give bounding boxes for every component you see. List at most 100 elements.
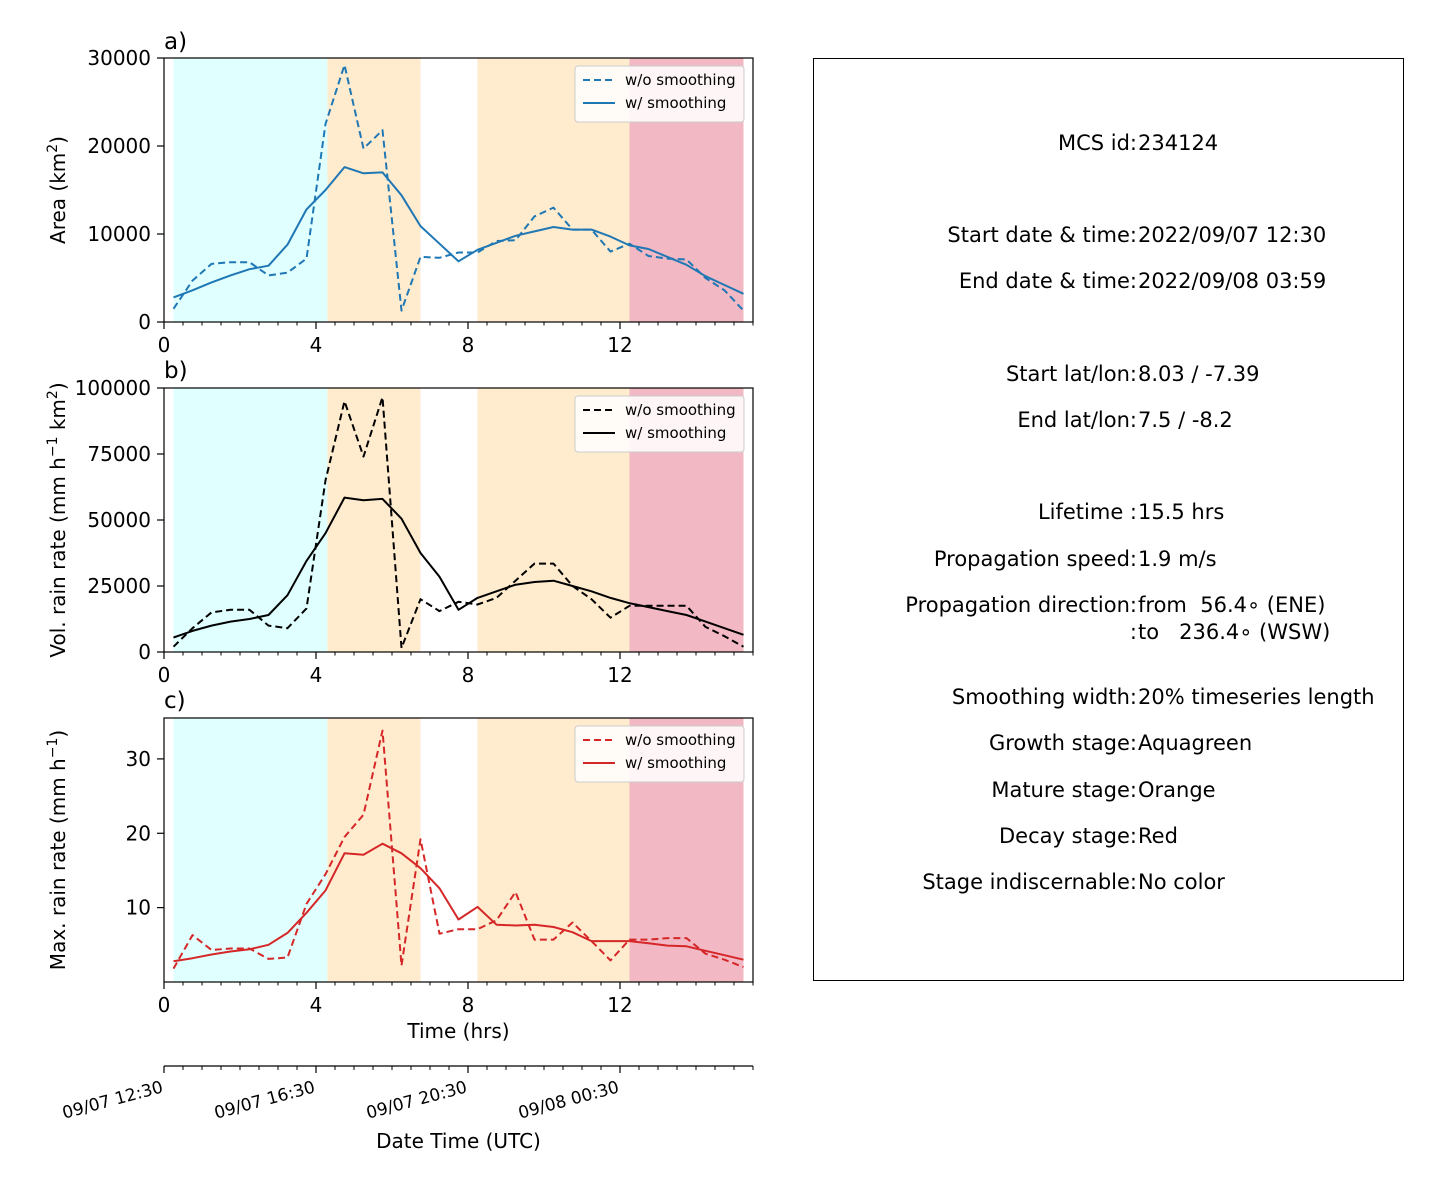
y-tick-label: 10000 (87, 222, 151, 246)
decay-stage-key: Decay stage: (999, 824, 1137, 848)
end-latlon-value: 7.5 / -8.2 (1138, 408, 1233, 432)
stage-band-growth (173, 388, 328, 652)
y-tick-label: 20 (126, 821, 151, 845)
growth-stage-key: Growth stage: (988, 731, 1137, 755)
stage-band-mature (327, 388, 421, 652)
y-label-text: Max. rain rate (mm h (46, 758, 70, 970)
legend: w/o smoothing w/ smoothing (574, 65, 745, 123)
panel-area-chart: 0 4 8 12 0 10000 20000 30000 a) Area (km2) w/o smo… (45, 29, 754, 357)
series-line-smoothed (173, 166, 744, 299)
x-tick-label: 12 (607, 993, 632, 1017)
y-label-superscript: −1 (45, 437, 61, 458)
legend-label: w/o smoothing (625, 71, 736, 89)
date-tick-label: 09/07 12:30 (60, 1078, 165, 1124)
prop-dir-value: from 56.4∘ (ENE) (1138, 593, 1326, 617)
plot-frame (163, 717, 754, 983)
y-axis-label: Vol. rain rate (mm h−1 km2) (45, 382, 70, 657)
x-axis-label: Time (hrs) (406, 1019, 509, 1043)
start-time-value: 2022/09/07 12:30 (1138, 223, 1327, 247)
x-tick-label: 0 (158, 993, 171, 1017)
y-tick-label: 100000 (75, 376, 151, 400)
y-label-text: Vol. rain rate (mm h (46, 457, 70, 658)
y-label-text: ) (46, 730, 70, 738)
y-tick-label: 30000 (87, 46, 151, 70)
y-label-superscript: 2 (45, 144, 61, 153)
indiscernable-stage-value: No color (1138, 870, 1225, 894)
smoothing-value: 20% timeseries length (1138, 685, 1375, 709)
y-label-superscript: −1 (45, 738, 61, 759)
x-tick-label: 8 (462, 993, 475, 1017)
stage-band-growth (173, 718, 328, 982)
date-tick-label: 09/07 16:30 (212, 1078, 317, 1124)
date-tick-label: 09/07 20:30 (364, 1078, 469, 1124)
start-latlon-value: 8.03 / -7.39 (1138, 362, 1260, 386)
y-label-text: ) (46, 382, 70, 390)
stage-band-mature (327, 718, 421, 982)
mcs-info-box (813, 58, 1404, 981)
end-time-key: End date & time: (958, 269, 1137, 293)
series-line-raw (172, 64, 745, 312)
mcs-id-key: MCS id: (1057, 131, 1137, 155)
x-tick-label: 4 (310, 993, 323, 1017)
x-tick-label: 4 (310, 333, 323, 357)
legend: w/o smoothing w/ smoothing (574, 395, 745, 453)
y-tick-label: 25000 (87, 574, 151, 598)
y-axis-label: Area (km2) (45, 136, 70, 244)
start-latlon-key: Start lat/lon: (1005, 362, 1137, 386)
prop-dir2-key: : (1129, 620, 1137, 644)
legend-label: w/ smoothing (625, 94, 726, 112)
panel-max-rain-chart: 0 4 8 12 10 20 30 c) Max. rain rate (mm h−1) Time… (45, 688, 754, 1043)
x-tick-label: 8 (462, 333, 475, 357)
date-axis-label: Date Time (UTC) (376, 1129, 541, 1153)
prop-speed-key: Propagation speed: (933, 547, 1137, 571)
legend-box (574, 395, 745, 453)
legend: w/o smoothing w/ smoothing (574, 725, 745, 783)
series-line-raw (172, 396, 744, 649)
series-line-smoothed (173, 496, 744, 639)
series-line-raw (172, 729, 744, 970)
y-tick-label: 0 (138, 310, 151, 334)
smoothing-key: Smoothing width: (951, 685, 1137, 709)
legend-label: w/ smoothing (625, 424, 726, 442)
end-latlon-key: End lat/lon: (1017, 408, 1137, 432)
start-time-key: Start date & time: (947, 223, 1137, 247)
y-label-text: Area (km (46, 153, 70, 244)
y-tick-label: 20000 (87, 134, 151, 158)
y-tick-label: 50000 (87, 508, 151, 532)
legend-box (574, 65, 745, 123)
legend-box (574, 725, 745, 783)
y-tick-label: 0 (138, 640, 151, 664)
mcs-id-value: 234124 (1138, 131, 1219, 155)
date-time-axis: 09/07 12:30 09/07 16:30 09/07 20:30 09/08 0… (60, 1065, 754, 1153)
prop-speed-value: 1.9 m/s (1138, 547, 1217, 571)
indiscernable-stage-key: Stage indiscernable: (922, 870, 1137, 894)
y-label-text: km (46, 399, 70, 436)
legend-label: w/o smoothing (625, 401, 736, 419)
lifetime-key: Lifetime : (1037, 500, 1137, 524)
decay-stage-value: Red (1138, 824, 1178, 848)
y-label-text: ) (46, 136, 70, 144)
date-tick-label: 09/08 00:30 (516, 1078, 621, 1124)
x-tick-label: 0 (158, 663, 171, 687)
panel-label: c) (164, 688, 186, 714)
legend-label: w/ smoothing (625, 754, 726, 772)
y-axis-label: Max. rain rate (mm h−1) (45, 730, 70, 970)
y-tick-label: 75000 (87, 442, 151, 466)
x-tick-label: 12 (607, 333, 632, 357)
panel-volume-rain-chart: 0 4 8 12 0 25000 50000 75000 100000 b) Vol. rain r… (45, 358, 754, 687)
x-tick-label: 0 (158, 333, 171, 357)
stage-band-growth (173, 58, 328, 322)
growth-stage-value: Aquagreen (1138, 731, 1253, 755)
mature-stage-key: Mature stage: (991, 778, 1137, 802)
x-tick-label: 4 (310, 663, 323, 687)
y-tick-label: 10 (126, 896, 151, 920)
series-line-smoothed (173, 842, 744, 963)
panel-label: a) (164, 29, 187, 55)
x-tick-label: 8 (462, 663, 475, 687)
lifetime-value: 15.5 hrs (1138, 500, 1225, 524)
plot-frame (163, 57, 754, 323)
legend-label: w/o smoothing (625, 731, 736, 749)
panel-label: b) (164, 358, 188, 384)
prop-dir-key: Propagation direction: (905, 593, 1137, 617)
